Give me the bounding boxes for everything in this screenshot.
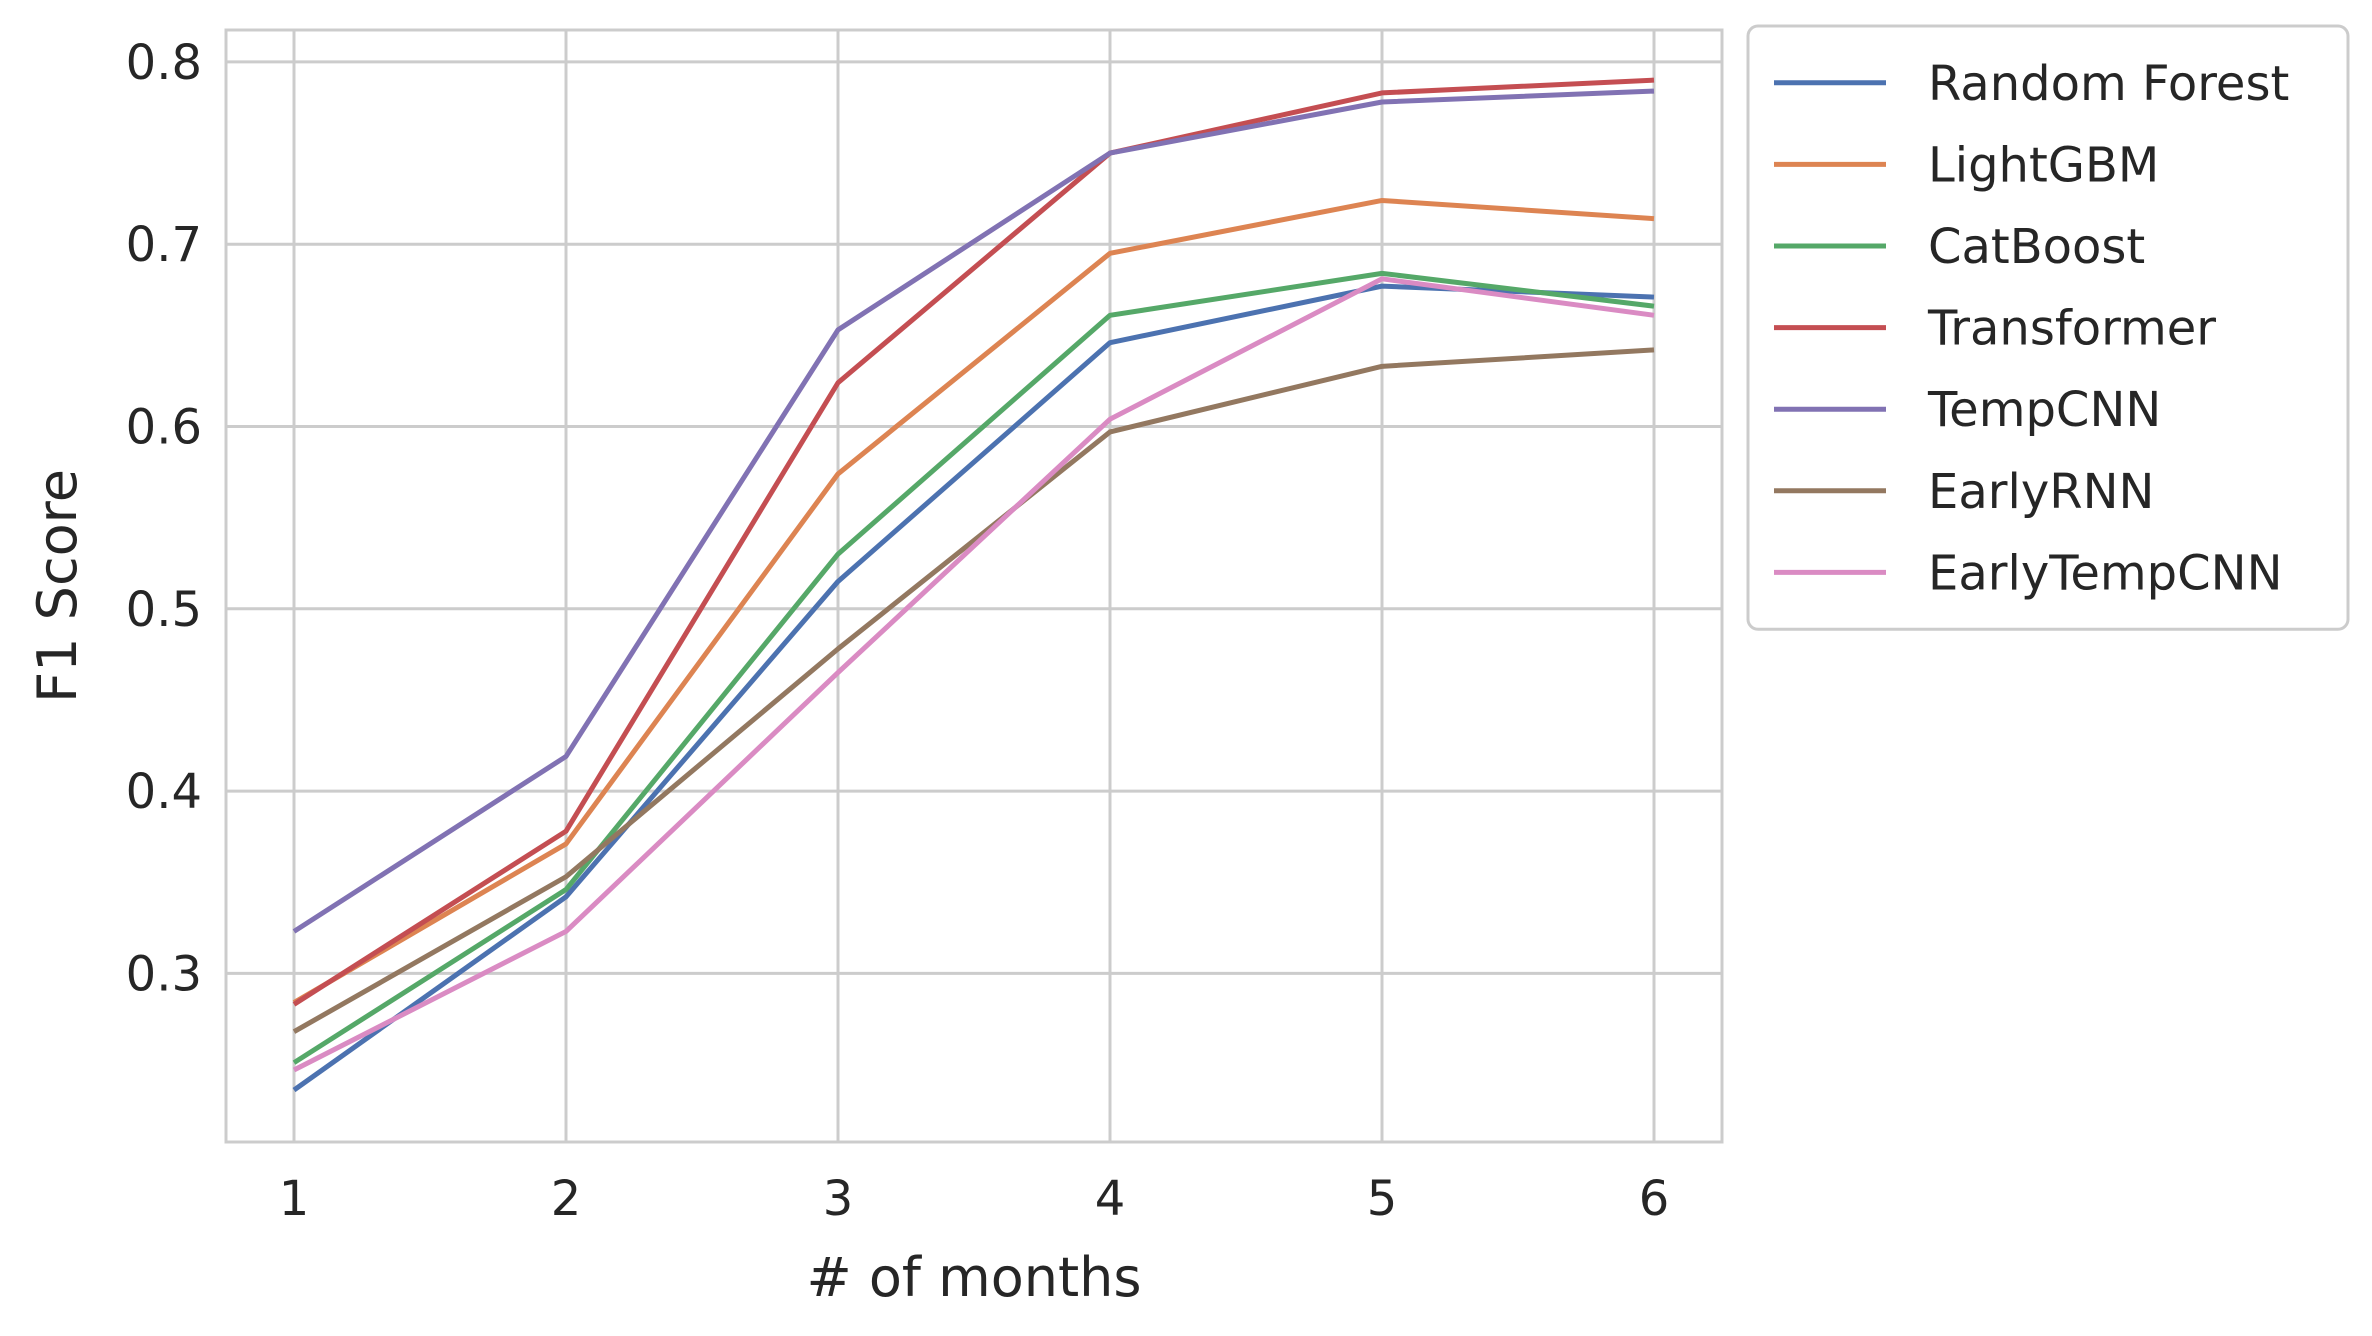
series-line <box>292 276 1655 1073</box>
legend: Random Forest LightGBM CatBoost Transformer… <box>1746 24 2350 631</box>
x-tick-label: 4 <box>1095 1171 1126 1227</box>
series-line <box>292 77 1655 1007</box>
series-line <box>292 347 1655 1034</box>
series-line <box>292 283 1655 1093</box>
y-axis-title: F1 Score <box>26 469 89 703</box>
y-tick-label: 0.5 <box>126 582 202 638</box>
legend-label: Transformer <box>1927 301 2216 357</box>
x-tick-label: 3 <box>823 1171 854 1227</box>
plot-frame <box>224 28 1724 1144</box>
x-tick-label: 1 <box>279 1171 310 1227</box>
x-tick-label: 5 <box>1367 1171 1398 1227</box>
series-lines <box>292 77 1655 1093</box>
x-axis-ticks: 1 2 3 4 5 6 <box>279 1171 1670 1227</box>
legend-label: Random Forest <box>1928 56 2289 112</box>
x-axis-title: # of months <box>806 1246 1141 1309</box>
legend-label: TempCNN <box>1927 382 2161 438</box>
y-axis-ticks: 0.3 0.4 0.5 0.6 0.7 0.8 <box>126 35 202 1002</box>
x-tick-label: 2 <box>551 1171 582 1227</box>
y-tick-label: 0.6 <box>126 399 202 455</box>
x-tick-label: 6 <box>1639 1171 1670 1227</box>
y-tick-label: 0.3 <box>126 946 202 1002</box>
y-tick-label: 0.4 <box>126 764 202 820</box>
legend-label: EarlyTempCNN <box>1928 545 2282 601</box>
series-line <box>292 197 1655 1005</box>
legend-box <box>1746 24 2350 631</box>
series-line <box>292 88 1655 934</box>
legend-label: CatBoost <box>1928 219 2145 275</box>
y-tick-label: 0.8 <box>126 35 202 91</box>
y-tick-label: 0.7 <box>126 217 202 273</box>
grid <box>226 30 1722 1142</box>
series-line <box>292 270 1655 1065</box>
legend-label: LightGBM <box>1928 137 2159 193</box>
legend-label: EarlyRNN <box>1928 464 2154 520</box>
